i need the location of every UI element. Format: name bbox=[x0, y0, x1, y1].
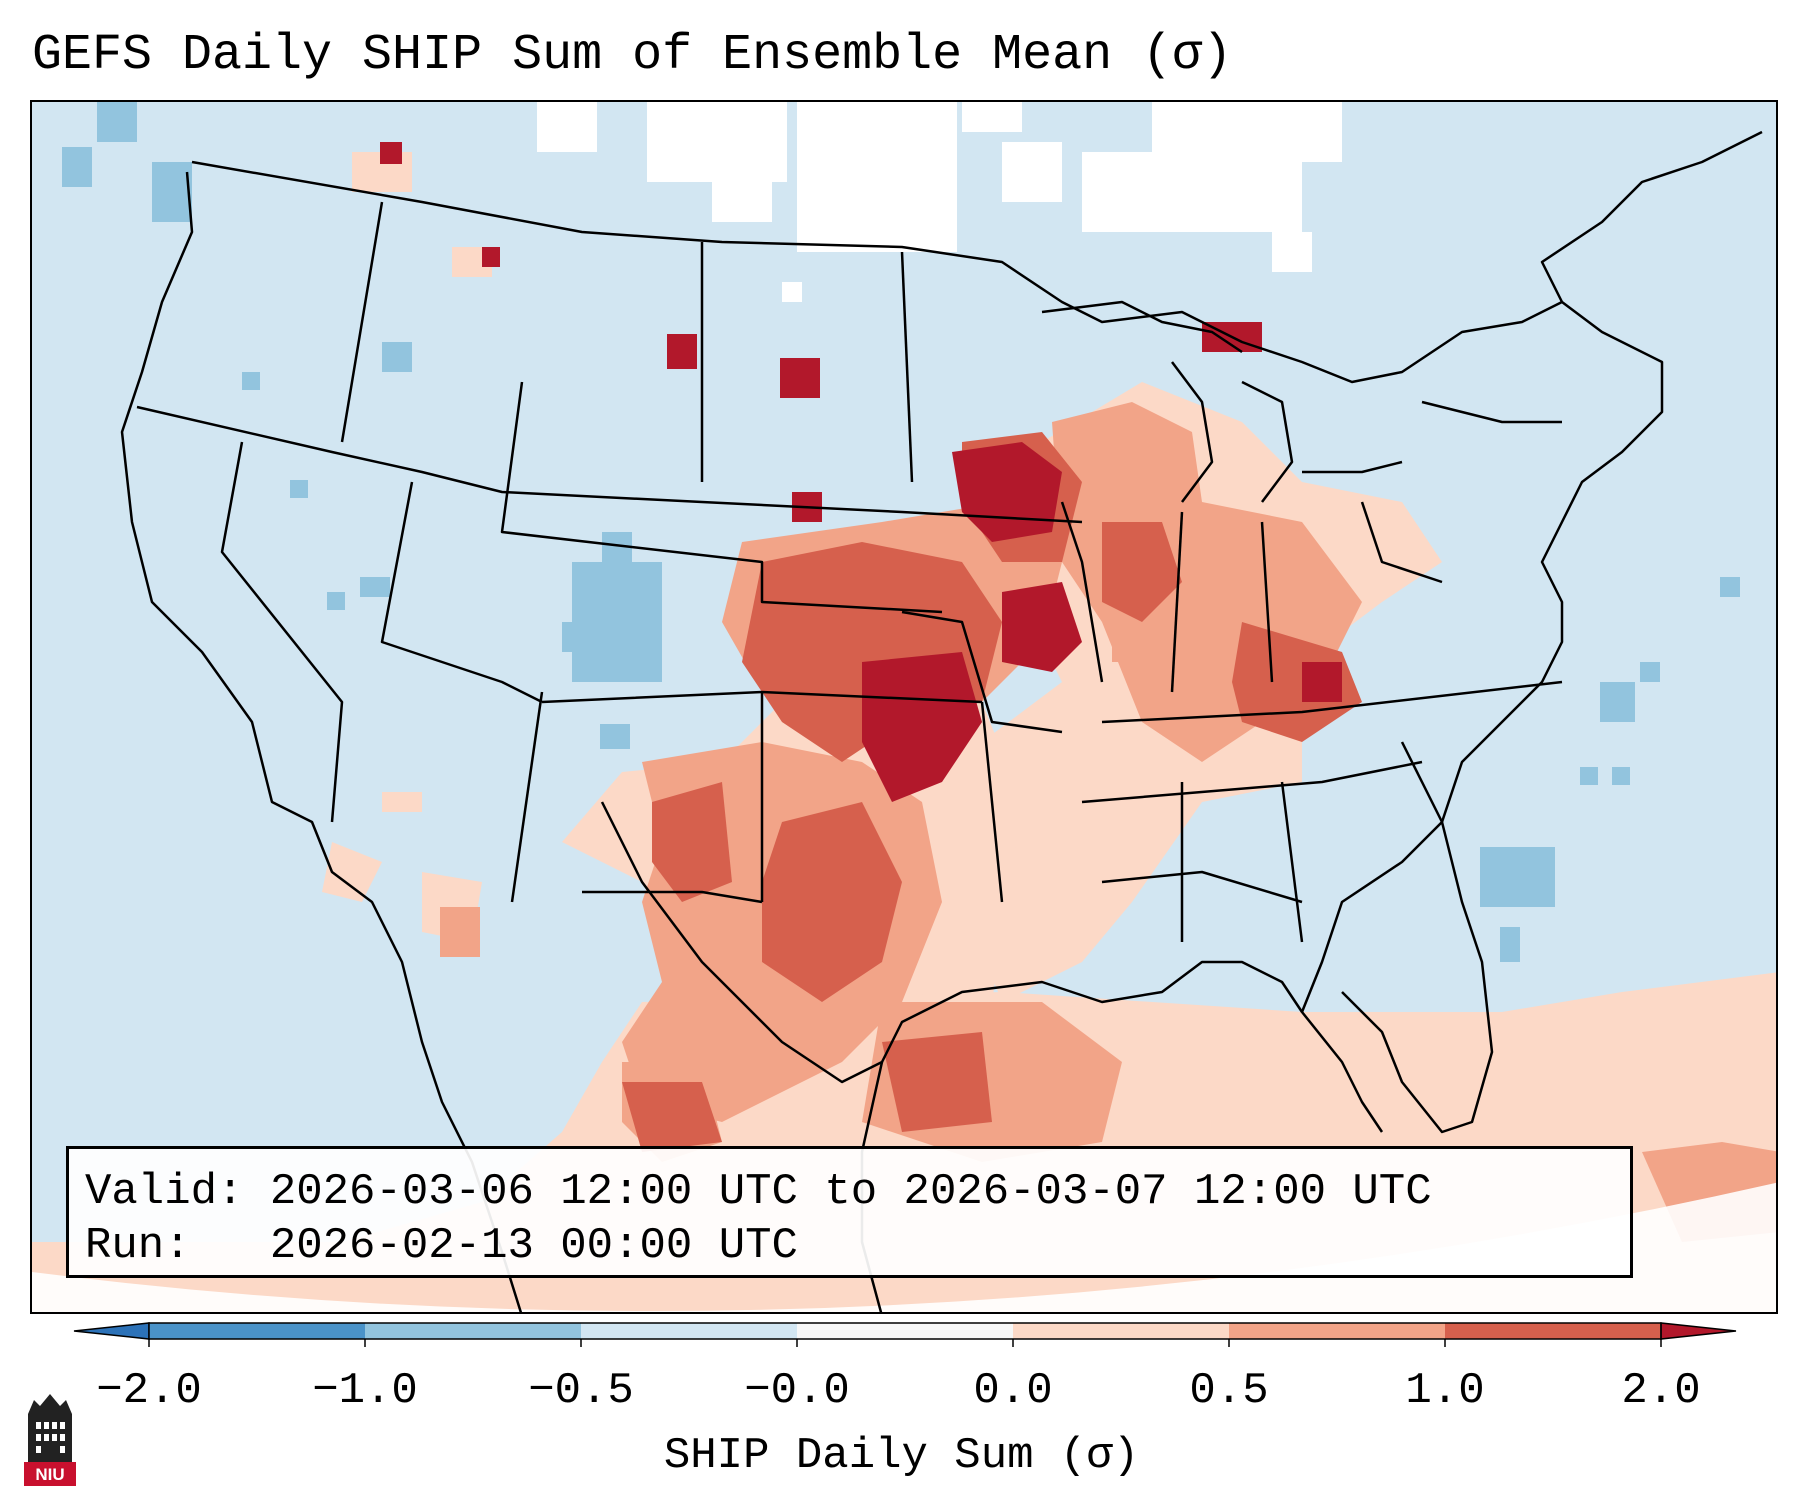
near-zero-patches bbox=[537, 102, 1342, 302]
valid-run-info-box: Valid: 2026-03-06 12:00 UTC to 2026-03-0… bbox=[66, 1146, 1633, 1278]
colorbar-bin bbox=[1013, 1323, 1230, 1339]
colorbar-extend-high bbox=[1660, 1322, 1737, 1340]
ship-anomaly-map bbox=[32, 102, 1776, 1312]
negative-anomaly-patches bbox=[62, 102, 1740, 962]
colorbar-bin bbox=[581, 1323, 798, 1339]
colorbar-tick-label: −2.0 bbox=[96, 1366, 202, 1416]
niu-tower-icon: NIU bbox=[24, 1394, 76, 1486]
valid-time-line: Valid: 2026-03-06 12:00 UTC to 2026-03-0… bbox=[85, 1167, 1432, 1217]
colorbar-tick-label: 0.0 bbox=[973, 1366, 1053, 1416]
colorbar-label: SHIP Daily Sum (σ) bbox=[663, 1431, 1140, 1481]
niu-logo-text: NIU bbox=[35, 1465, 64, 1484]
colorbar-tick-label: 2.0 bbox=[1621, 1366, 1701, 1416]
colorbar-tick-label: −0.5 bbox=[528, 1366, 634, 1416]
colorbar-tick-label: −0.0 bbox=[744, 1366, 850, 1416]
colorbar-extend-low bbox=[73, 1322, 150, 1340]
map-boundaries bbox=[120, 130, 1763, 1312]
colorbar-bin bbox=[149, 1323, 366, 1339]
colorbar bbox=[73, 1322, 1737, 1347]
colorbar-bins bbox=[73, 1322, 1737, 1347]
colorbar-bin bbox=[797, 1323, 1014, 1339]
colorbar-bin bbox=[1229, 1323, 1446, 1339]
colorbar-tick-label: 0.5 bbox=[1189, 1366, 1269, 1416]
colorbar-bin bbox=[1445, 1323, 1662, 1339]
chart-title: GEFS Daily SHIP Sum of Ensemble Mean (σ) bbox=[32, 27, 1233, 84]
colorbar-bin bbox=[365, 1323, 582, 1339]
colorbar-tick-label: 1.0 bbox=[1405, 1366, 1485, 1416]
map-panel bbox=[30, 100, 1778, 1314]
run-time-line: Run: 2026-02-13 00:00 UTC bbox=[85, 1221, 798, 1271]
colorbar-tick-label: −1.0 bbox=[312, 1366, 418, 1416]
projection-edge bbox=[32, 1182, 1776, 1312]
